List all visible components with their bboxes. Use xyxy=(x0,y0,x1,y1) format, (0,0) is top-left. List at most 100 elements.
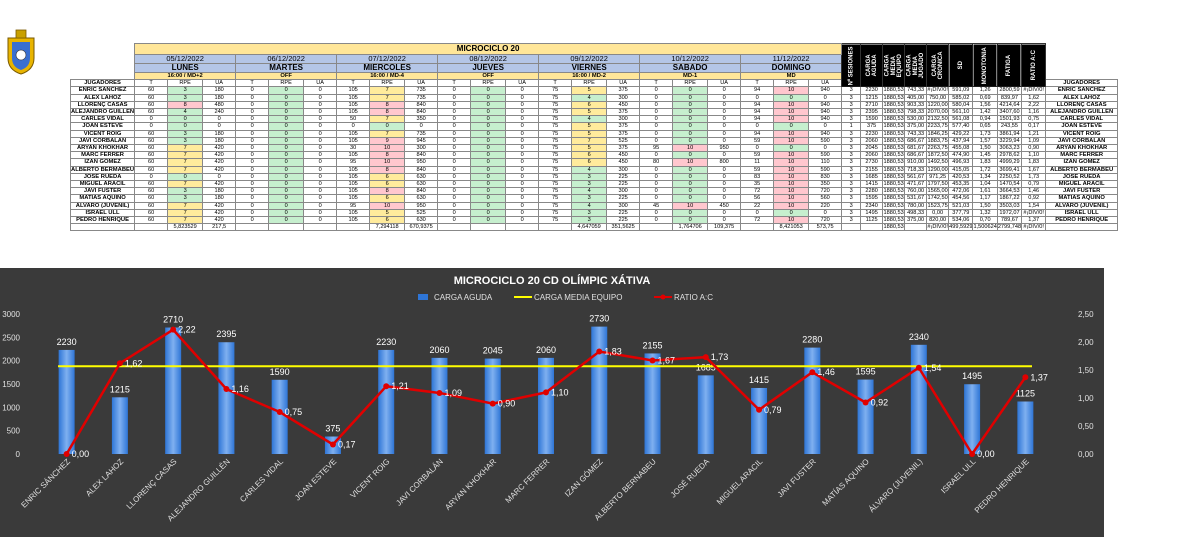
ua-cell: 0 xyxy=(808,122,843,131)
day-info: MD-1 xyxy=(639,71,742,81)
minutes-cell: 0 xyxy=(235,115,270,124)
stat-cell: 377,79 xyxy=(948,208,974,218)
stat-cell: 1880,53 xyxy=(882,158,906,167)
minutes-cell: 0 xyxy=(437,93,472,102)
sub-header: RPE xyxy=(571,79,608,88)
day-name: MARTES xyxy=(235,63,338,73)
stat-cell: 686,67 xyxy=(904,151,928,160)
stat-cell: #¡DIV/0! xyxy=(1021,86,1047,95)
stat-cell: 1,72 xyxy=(972,165,998,174)
minutes-cell: 75 xyxy=(538,144,573,153)
stat-cell: 2155 xyxy=(860,165,884,174)
summary-rpe: 5,823529 xyxy=(167,223,204,232)
stat-cell: 455,08 xyxy=(948,144,974,153)
ua-cell: 630 xyxy=(404,194,439,203)
ratio-value-label: 0,17 xyxy=(338,439,356,449)
stat-cell: 1880,53 xyxy=(882,144,906,153)
ua-cell: 0 xyxy=(707,194,742,203)
ua-cell: 735 xyxy=(404,93,439,102)
minutes-cell: 105 xyxy=(336,151,371,160)
rpe-cell: 7 xyxy=(369,129,406,138)
x-category-label: IZAN GÓMEZ xyxy=(563,457,605,499)
stat-cell: 1880,53 xyxy=(882,208,906,218)
minutes-cell: 0 xyxy=(437,108,472,117)
rpe-cell: 0 xyxy=(470,208,507,218)
players-header: JUGADORES xyxy=(69,79,136,88)
y-right-tick-label: 1,00 xyxy=(1078,394,1094,403)
player-name-right: ALBERTO BERMABEU xyxy=(1045,165,1119,174)
stat-cell: 2263,75 xyxy=(926,144,950,153)
stat-cell: 1,16 xyxy=(1021,108,1047,117)
ua-cell: 0 xyxy=(303,122,338,131)
ua-cell: 950 xyxy=(707,144,742,153)
player-name-right: LLORENÇ CASAS xyxy=(1045,100,1119,110)
stat-cell: 1,83 xyxy=(972,158,998,167)
rpe-cell: 10 xyxy=(773,187,810,196)
stat-cell: 1742,50 xyxy=(926,194,950,203)
stat-cell: 2070,00 xyxy=(926,108,950,117)
day-name: SABADO xyxy=(639,63,742,73)
stat-cell: 1501,93 xyxy=(996,115,1023,124)
stat-cell: 3229,94 xyxy=(996,136,1023,146)
x-category-label: ENRIC SÁNCHEZ xyxy=(19,457,72,510)
summary-rpe: 1,764706 xyxy=(672,223,709,232)
stat-cell: 0,94 xyxy=(972,115,998,124)
stat-cell: 1215 xyxy=(860,93,884,102)
ua-cell: 375 xyxy=(606,129,641,138)
minutes-cell: 75 xyxy=(538,172,573,182)
stat-cell: 1,67 xyxy=(1021,165,1047,174)
rpe-cell: 10 xyxy=(773,165,810,174)
player-name: ALEX LAHOZ xyxy=(69,93,136,102)
stat-cell: 1880,53 xyxy=(882,93,906,102)
stat-cell: 2710 xyxy=(860,100,884,110)
ua-cell: 300 xyxy=(606,115,641,124)
minutes-cell: 0 xyxy=(235,180,270,189)
bar-value-label: 1685 xyxy=(696,362,716,372)
stat-cell: 1290,00 xyxy=(926,165,950,174)
ratio-point xyxy=(702,354,709,361)
player-name: ISRAEL ULL xyxy=(69,208,136,218)
bar-value-label: 2730 xyxy=(589,314,609,324)
ratio-value-label: 0,92 xyxy=(871,397,889,407)
rpe-cell: 8 xyxy=(369,151,406,160)
stat-cell: 2,22 xyxy=(1021,100,1047,110)
summary-right xyxy=(1045,223,1119,232)
ua-cell: 590 xyxy=(808,165,843,174)
stat-cell: 3 xyxy=(841,151,862,160)
stat-cell: 789,67 xyxy=(996,216,1023,225)
table-row: LLORENÇ CASAS 60 8 480 0 0 0 105 8 840 0 0 0 75 6 450 0 0… xyxy=(69,100,1119,110)
summary-stat: #¡DIV/0! xyxy=(926,223,950,232)
stat-cell: 3 xyxy=(841,158,862,167)
bar-value-label: 1125 xyxy=(1016,389,1035,399)
stat-cell: 1565,00 xyxy=(926,187,950,196)
minutes-cell: 105 xyxy=(336,180,371,189)
players-header-right: JUGADORES xyxy=(1045,79,1119,88)
ratio-point xyxy=(170,326,177,333)
y-right-tick-label: 2,50 xyxy=(1078,310,1094,319)
stat-cell: 531,67 xyxy=(904,194,928,203)
stat-cell: 3 xyxy=(841,108,862,117)
stat-cell: 3503,03 xyxy=(996,201,1023,210)
stat-header: Nº SESIONES xyxy=(841,43,861,87)
bar-value-label: 1495 xyxy=(962,371,982,381)
player-name-right: CARLES VIDAL xyxy=(1045,115,1119,124)
summary-stat: 1880,53 xyxy=(882,223,906,232)
minutes-cell: 105 xyxy=(336,100,371,110)
ratio-point xyxy=(543,389,549,396)
rpe-cell: 3 xyxy=(167,86,204,95)
player-name: PEDRO HENRIQUE xyxy=(69,216,136,225)
y-left-tick-label: 2000 xyxy=(2,357,20,366)
x-category-label: VICENT ROIG xyxy=(349,457,392,500)
day-name: DOMINGO xyxy=(740,63,843,73)
stat-cell: 561,10 xyxy=(948,108,974,117)
ua-cell: 590 xyxy=(808,151,843,160)
ua-cell: 945 xyxy=(404,136,439,146)
rpe-cell: 5 xyxy=(369,208,406,218)
stat-cell: 2280 xyxy=(860,187,884,196)
summary-ua: 670,9375 xyxy=(404,223,439,232)
ua-cell: 940 xyxy=(808,108,843,117)
table-row: PEDRO HENRIQUE 60 7 420 0 0 0 105 6 630 0 0 0 75 3 225 0… xyxy=(69,216,1119,225)
player-name: JAVI FUSTER xyxy=(69,187,136,196)
stat-cell: 1880,53 xyxy=(882,129,906,138)
sub-header: T xyxy=(538,79,573,88)
